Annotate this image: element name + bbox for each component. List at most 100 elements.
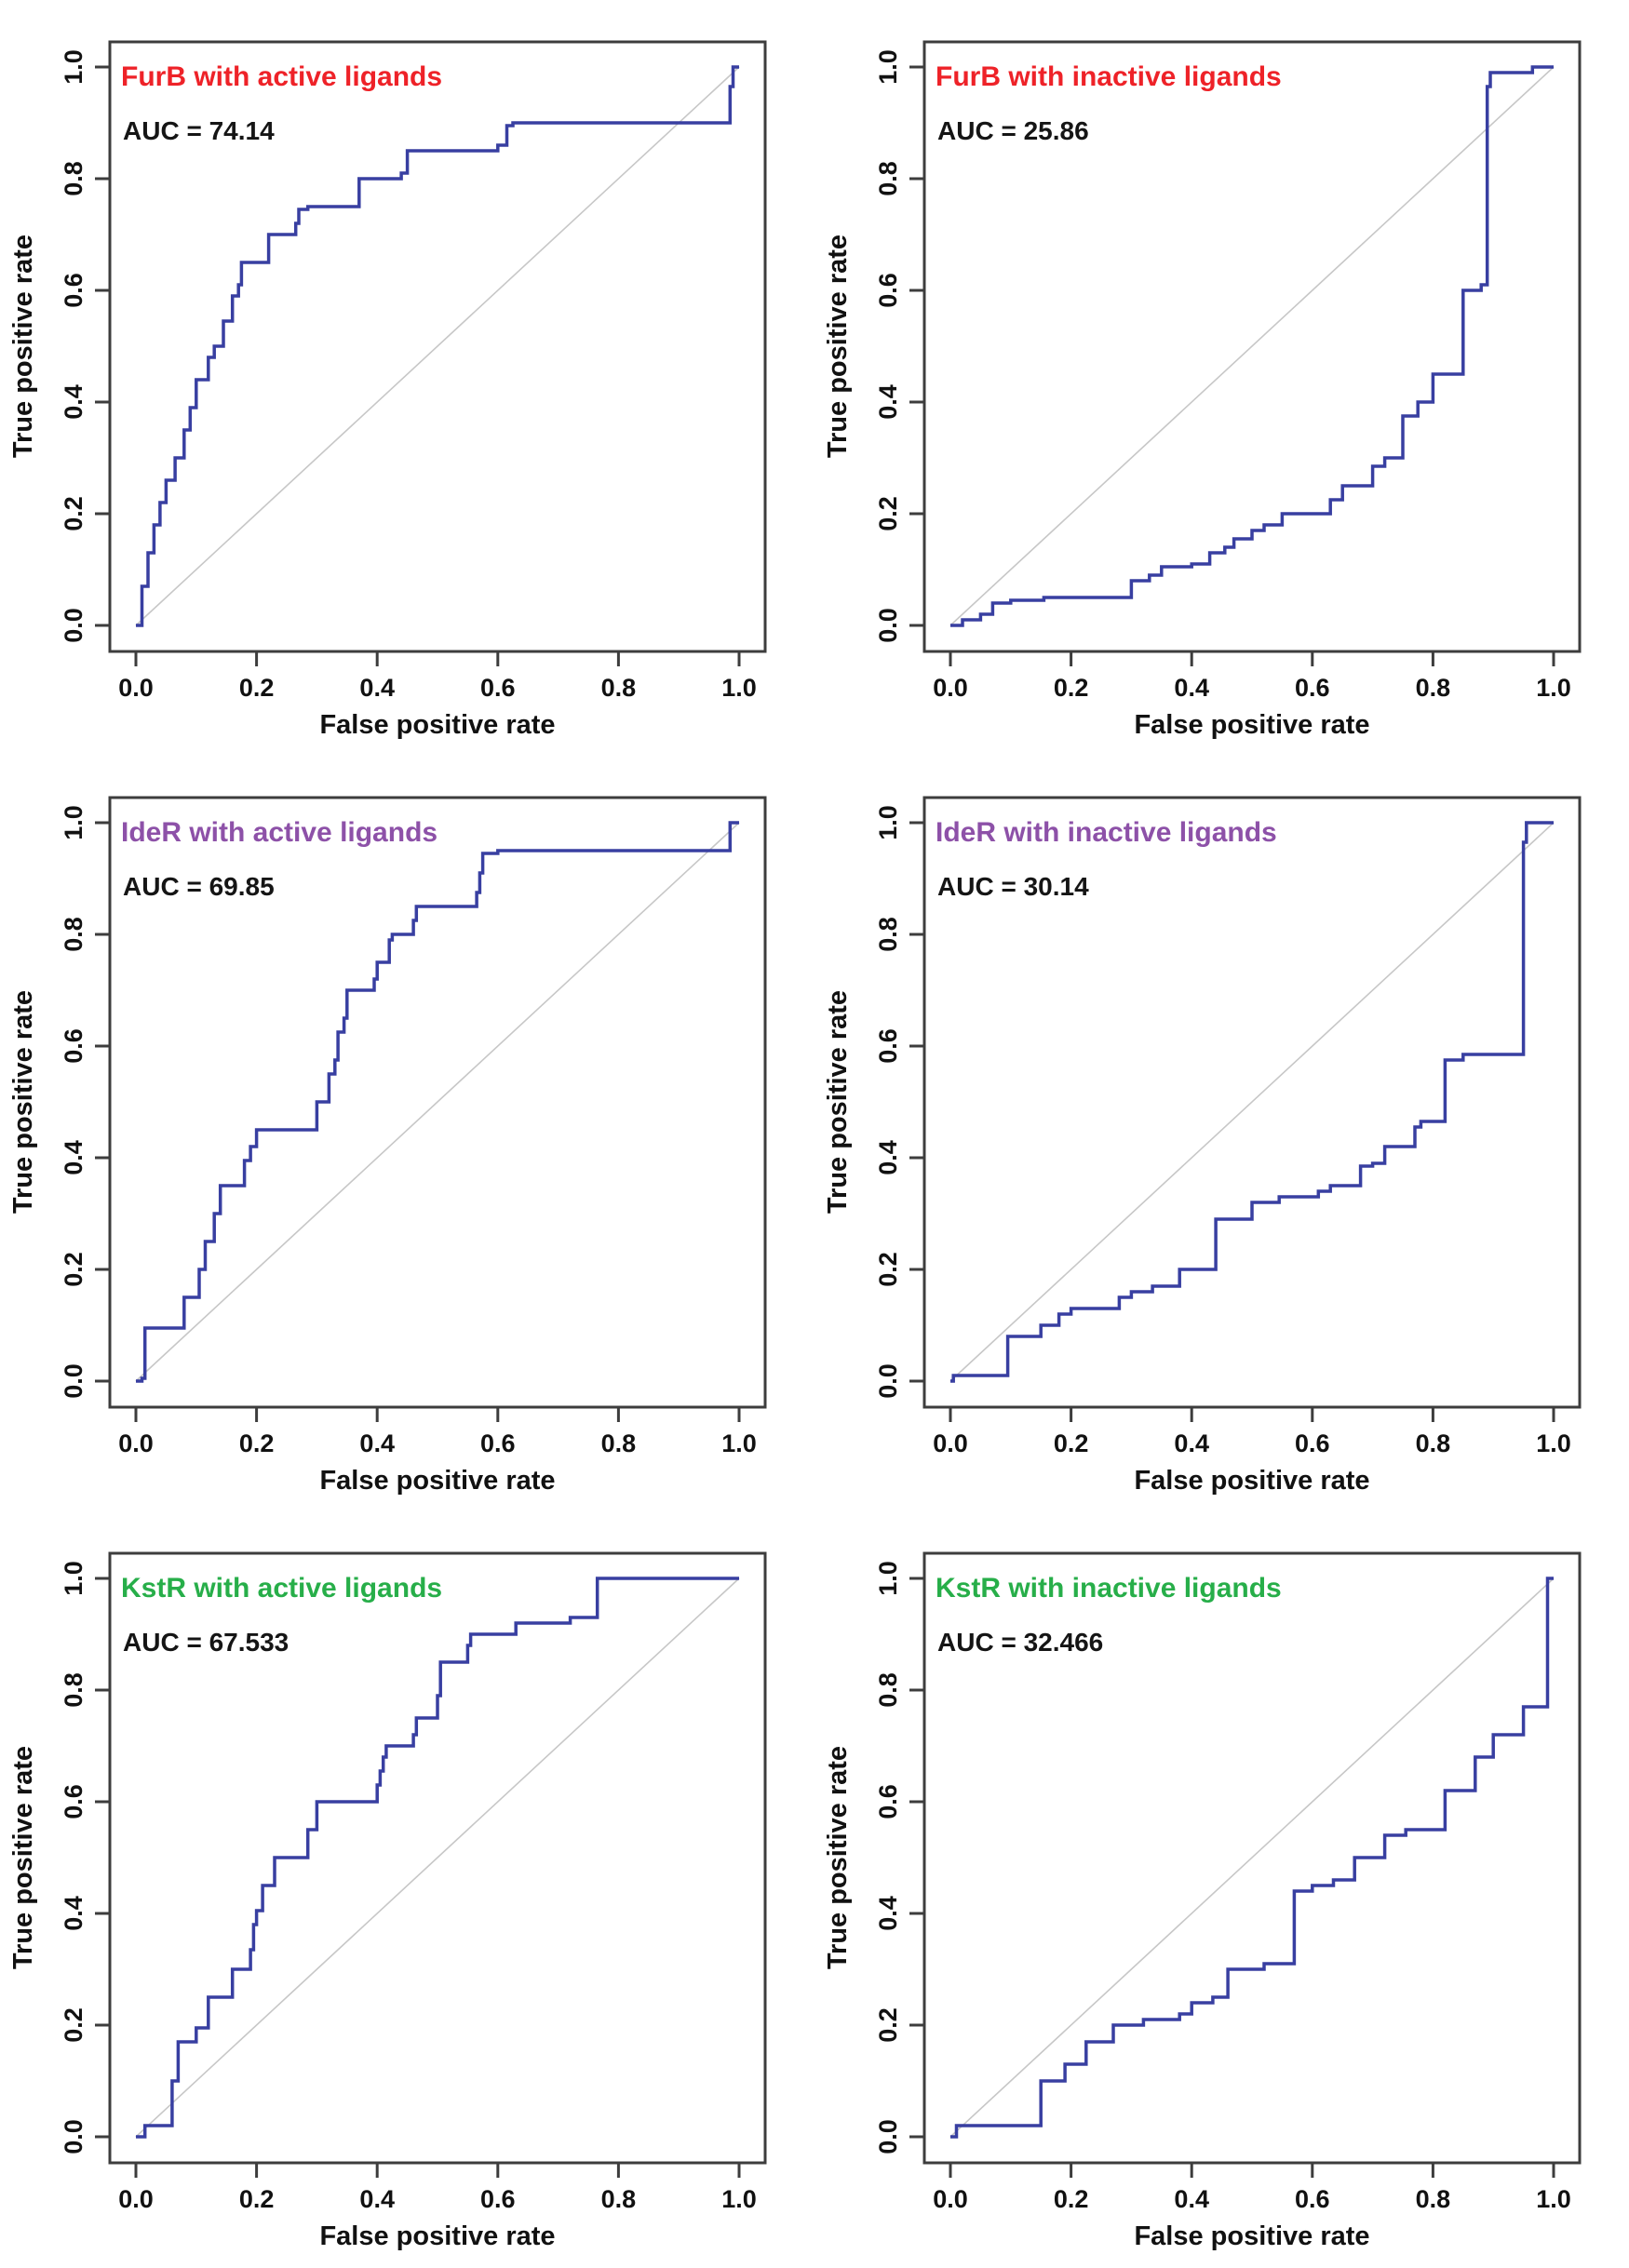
x-tick-label: 1.0 bbox=[1536, 674, 1571, 702]
x-tick-label: 1.0 bbox=[721, 674, 757, 702]
x-tick-label: 0.2 bbox=[1054, 674, 1089, 702]
x-tick-label: 1.0 bbox=[721, 2185, 757, 2213]
plot-frame bbox=[108, 796, 767, 1409]
plot-layer: 0.0 0.2 0.4 0.6 0.8 1.0 0.0 0.2 0.4 0.6 0.8 1.0 bbox=[874, 1551, 1582, 2213]
x-tick-label: 0.2 bbox=[239, 2185, 275, 2213]
x-tick-label: 0.2 bbox=[1054, 2185, 1089, 2213]
x-tick-label: 0.8 bbox=[601, 2185, 637, 2213]
x-axis-label: False positive rate bbox=[319, 710, 555, 740]
y-tick-label: 1.0 bbox=[60, 805, 88, 840]
y-tick-label: 0.4 bbox=[874, 1140, 902, 1175]
roc-curve bbox=[950, 65, 1554, 627]
x-tick-label: 0.6 bbox=[1295, 1429, 1330, 1457]
y-axis-label: True positive rate bbox=[823, 1746, 853, 1969]
y-tick-label: 1.0 bbox=[60, 1561, 88, 1596]
plot-title: KstR with inactive ligands bbox=[936, 1573, 1282, 1604]
roc-plot-svg: 0.0 0.2 0.4 0.6 0.8 1.0 0.0 0.2 0.4 0.6 0.8 1.0 Kst… bbox=[823, 1551, 1582, 2251]
y-tick-label: 0.0 bbox=[874, 608, 902, 643]
chance-diagonal bbox=[949, 66, 1555, 626]
x-tick-label: 0.8 bbox=[601, 1429, 637, 1457]
x-tick-label: 0.8 bbox=[601, 674, 637, 702]
x-tick-label: 0.6 bbox=[1295, 2185, 1330, 2213]
x-tick-label: 1.0 bbox=[1536, 1429, 1571, 1457]
y-tick-label: 0.0 bbox=[60, 608, 88, 643]
y-tick-label: 0.2 bbox=[874, 2007, 902, 2043]
x-tick-label: 0.6 bbox=[1295, 674, 1330, 702]
x-tick-label: 0.4 bbox=[1174, 2185, 1209, 2213]
plot-title: FurB with inactive ligands bbox=[936, 61, 1282, 92]
x-axis-label: False positive rate bbox=[1134, 710, 1369, 740]
y-tick-label: 0.6 bbox=[60, 1028, 88, 1064]
y-tick-label: 0.4 bbox=[60, 1140, 88, 1175]
plot-kstr-active: 0.0 0.2 0.4 0.6 0.8 1.0 0.0 0.2 0.4 0.6 0.8 1.0 Kst… bbox=[0, 1511, 814, 2267]
y-axis-label: True positive rate bbox=[8, 1746, 38, 1969]
x-tick-label: 0.4 bbox=[1174, 674, 1209, 702]
y-tick-label: 0.2 bbox=[60, 2007, 88, 2043]
auc-value: AUC = 67.533 bbox=[123, 1628, 289, 1657]
y-tick-label: 0.8 bbox=[60, 917, 88, 952]
roc-plot-svg: 0.0 0.2 0.4 0.6 0.8 1.0 0.0 0.2 0.4 0.6 0.8 1.0 Ide… bbox=[823, 796, 1582, 1496]
plot-ider-active: 0.0 0.2 0.4 0.6 0.8 1.0 0.0 0.2 0.4 0.6 0.8 1.0 Ide… bbox=[0, 756, 814, 1511]
auc-value: AUC = 30.14 bbox=[937, 872, 1089, 901]
x-tick-label: 0.4 bbox=[359, 2185, 395, 2213]
plot-frame bbox=[922, 1551, 1582, 2165]
y-tick-label: 0.4 bbox=[60, 1896, 88, 1931]
auc-value: AUC = 69.85 bbox=[123, 872, 275, 901]
chance-diagonal bbox=[135, 822, 740, 1382]
x-tick-label: 0.0 bbox=[933, 1429, 968, 1457]
roc-curve bbox=[136, 65, 739, 627]
y-tick-label: 0.8 bbox=[874, 1672, 902, 1708]
plot-layer: 0.0 0.2 0.4 0.6 0.8 1.0 0.0 0.2 0.4 0.6 0.8 1.0 bbox=[60, 1551, 767, 2213]
y-tick-label: 1.0 bbox=[874, 805, 902, 840]
plot-frame bbox=[108, 1551, 767, 2165]
auc-value: AUC = 74.14 bbox=[123, 116, 275, 145]
y-axis-label: True positive rate bbox=[823, 235, 853, 458]
roc-plot-svg: 0.0 0.2 0.4 0.6 0.8 1.0 0.0 0.2 0.4 0.6 0.8 1.0 Fur… bbox=[823, 40, 1582, 740]
y-tick-label: 0.6 bbox=[874, 1028, 902, 1064]
x-tick-label: 0.4 bbox=[359, 1429, 395, 1457]
y-tick-label: 0.2 bbox=[874, 496, 902, 531]
y-tick-label: 0.4 bbox=[874, 1896, 902, 1931]
x-axis-label: False positive rate bbox=[319, 1466, 555, 1496]
x-tick-label: 0.0 bbox=[118, 1429, 154, 1457]
plot-frame bbox=[922, 40, 1582, 653]
plot-layer: 0.0 0.2 0.4 0.6 0.8 1.0 0.0 0.2 0.4 0.6 0.8 1.0 bbox=[874, 796, 1582, 1457]
y-tick-label: 0.4 bbox=[874, 384, 902, 420]
plot-title: KstR with active ligands bbox=[121, 1573, 442, 1604]
y-tick-label: 1.0 bbox=[874, 49, 902, 85]
plot-layer: 0.0 0.2 0.4 0.6 0.8 1.0 0.0 0.2 0.4 0.6 0.8 1.0 bbox=[874, 40, 1582, 702]
chance-diagonal bbox=[949, 1577, 1555, 2138]
roc-curve bbox=[950, 821, 1554, 1383]
plot-title: IdeR with inactive ligands bbox=[936, 817, 1277, 848]
y-tick-label: 0.0 bbox=[60, 1363, 88, 1399]
plot-title: FurB with active ligands bbox=[121, 61, 442, 92]
y-tick-label: 0.6 bbox=[60, 1784, 88, 1819]
y-tick-label: 0.0 bbox=[60, 2119, 88, 2154]
x-tick-label: 0.0 bbox=[933, 674, 968, 702]
x-tick-label: 0.2 bbox=[1054, 1429, 1089, 1457]
auc-value: AUC = 32.466 bbox=[937, 1628, 1103, 1657]
x-tick-label: 1.0 bbox=[1536, 2185, 1571, 2213]
y-tick-label: 0.8 bbox=[874, 161, 902, 196]
y-axis-label: True positive rate bbox=[823, 990, 853, 1214]
y-tick-label: 0.0 bbox=[874, 1363, 902, 1399]
y-tick-label: 0.6 bbox=[874, 1784, 902, 1819]
plot-frame bbox=[922, 796, 1582, 1409]
y-tick-label: 0.2 bbox=[60, 496, 88, 531]
plot-furb-inactive: 0.0 0.2 0.4 0.6 0.8 1.0 0.0 0.2 0.4 0.6 0.8 1.0 Fur… bbox=[814, 0, 1629, 756]
plot-layer: 0.0 0.2 0.4 0.6 0.8 1.0 0.0 0.2 0.4 0.6 0.8 1.0 bbox=[60, 796, 767, 1457]
y-tick-label: 1.0 bbox=[60, 49, 88, 85]
roc-plot-svg: 0.0 0.2 0.4 0.6 0.8 1.0 0.0 0.2 0.4 0.6 0.8 1.0 Fur… bbox=[8, 40, 767, 740]
x-tick-label: 0.6 bbox=[480, 1429, 516, 1457]
x-tick-label: 1.0 bbox=[721, 1429, 757, 1457]
y-tick-label: 1.0 bbox=[874, 1561, 902, 1596]
x-tick-label: 0.8 bbox=[1416, 1429, 1451, 1457]
x-axis-label: False positive rate bbox=[319, 2221, 555, 2251]
plot-furb-active: 0.0 0.2 0.4 0.6 0.8 1.0 0.0 0.2 0.4 0.6 0.8 1.0 Fur… bbox=[0, 0, 814, 756]
plot-layer: 0.0 0.2 0.4 0.6 0.8 1.0 0.0 0.2 0.4 0.6 0.8 1.0 bbox=[60, 40, 767, 702]
x-tick-label: 0.0 bbox=[933, 2185, 968, 2213]
chance-diagonal bbox=[135, 66, 740, 626]
x-tick-label: 0.6 bbox=[480, 2185, 516, 2213]
roc-plot-svg: 0.0 0.2 0.4 0.6 0.8 1.0 0.0 0.2 0.4 0.6 0.8 1.0 Ide… bbox=[8, 796, 767, 1496]
plot-ider-inactive: 0.0 0.2 0.4 0.6 0.8 1.0 0.0 0.2 0.4 0.6 0.8 1.0 Ide… bbox=[814, 756, 1629, 1511]
